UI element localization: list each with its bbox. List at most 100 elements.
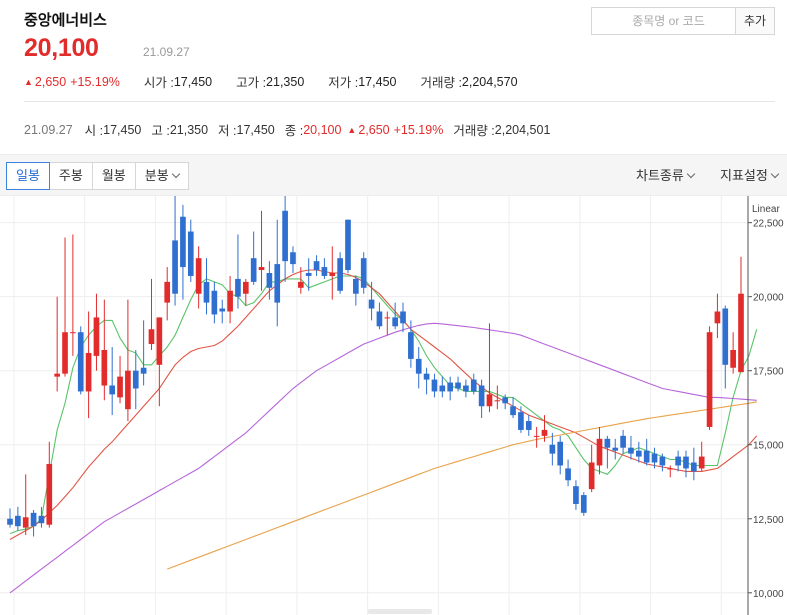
tab-minute[interactable]: 분봉 — [134, 162, 189, 190]
candle-body — [258, 267, 265, 271]
candle-body — [329, 272, 336, 276]
ma-line-ma120 — [167, 401, 757, 570]
tab-weekly[interactable]: 주봉 — [48, 162, 93, 190]
candle-body — [683, 456, 689, 469]
chart-scrollbar[interactable] — [368, 609, 432, 614]
candle-body — [93, 317, 100, 356]
candle-body — [290, 252, 296, 265]
candle-body — [164, 281, 171, 303]
summary-high: 21,350 — [169, 122, 209, 137]
candle-body — [463, 385, 469, 392]
ohlc-summary-row: 21.09.27 시 : 17,450 고 : 21,350 저 : 17,45… — [24, 120, 550, 139]
current-price: 20,100 — [24, 34, 99, 62]
candles — [7, 193, 744, 537]
search-input[interactable]: 종목명 or 코드 — [591, 7, 735, 35]
candle-body — [588, 462, 595, 490]
price-chart[interactable]: 10,000 12,500 15,000 17,500 20,000 22,500 Lin… — [0, 193, 787, 615]
candle-body — [730, 349, 736, 368]
candle-body — [667, 468, 674, 470]
candle-body — [533, 435, 540, 437]
candle-body — [580, 495, 587, 513]
candle-body — [620, 435, 626, 448]
tab-monthly[interactable]: 월봉 — [91, 162, 136, 190]
candle-body — [659, 456, 666, 466]
y-tick-label: 17,500 — [753, 367, 784, 378]
candle-body — [714, 311, 721, 324]
candle-body — [415, 358, 422, 374]
summary-low-label: 저 : — [218, 124, 237, 138]
divider — [24, 101, 775, 102]
change-percent: +15.19% — [70, 74, 120, 89]
candle-body — [455, 382, 461, 389]
candle-body — [470, 379, 477, 392]
summary-change: 2,650 — [358, 122, 390, 137]
candle-body — [46, 463, 53, 525]
candle-body — [423, 373, 430, 380]
candle-body — [541, 429, 548, 436]
candle-body — [368, 299, 375, 309]
candle-body — [384, 317, 391, 319]
indicator-settings-dropdown[interactable]: 지표설정 — [720, 165, 780, 184]
candle-body — [345, 219, 351, 271]
candle-body — [203, 281, 210, 303]
period-tabs: 일봉 주봉 월봉 분봉 — [6, 162, 189, 190]
volume-label: 거래량 : — [420, 76, 462, 90]
candle-body — [573, 486, 579, 504]
candle-body — [242, 281, 249, 294]
candle-body — [219, 308, 226, 312]
candle-body — [85, 352, 92, 392]
y-axis: 10,000 12,500 15,000 17,500 20,000 22,500 — [748, 219, 784, 600]
candle-body — [195, 258, 202, 294]
candle-body — [180, 216, 186, 268]
up-arrow-icon: ▲ — [24, 76, 33, 87]
candle-body — [235, 278, 241, 297]
candle-body — [518, 412, 524, 430]
candle-body — [172, 240, 178, 294]
summary-percent: +15.19% — [393, 122, 444, 137]
candle-body — [187, 231, 194, 276]
summary-up-arrow-icon: ▲ — [347, 124, 357, 135]
summary-open-label: 시 : — [84, 124, 104, 138]
candle-body — [408, 332, 414, 359]
summary-volume-label: 거래량 : — [453, 124, 495, 138]
chart-type-label: 차트종류 — [636, 168, 684, 183]
candle-body — [62, 332, 68, 374]
tab-daily[interactable]: 일봉 — [6, 162, 50, 190]
candle-body — [132, 370, 139, 389]
chart-type-dropdown[interactable]: 차트종류 — [636, 165, 696, 184]
chevron-down-icon — [770, 169, 780, 179]
candle-body — [274, 264, 281, 303]
candle-body — [722, 308, 729, 365]
candlestick-chart-svg[interactable]: 10,000 12,500 15,000 17,500 20,000 22,500 Lin… — [0, 193, 787, 615]
candle-body — [510, 406, 516, 416]
candle-body — [140, 367, 147, 374]
candle-body — [635, 450, 642, 457]
add-button[interactable]: 추가 — [735, 7, 775, 35]
candle-body — [392, 317, 398, 327]
summary-high-label: 고 : — [151, 124, 170, 138]
candle-body — [651, 453, 658, 463]
candle-body — [698, 456, 705, 469]
summary-close: 20,100 — [303, 122, 342, 137]
y-tick-label: 15,000 — [753, 441, 784, 452]
candle-body — [360, 258, 367, 288]
summary-volume: 2,204,501 — [494, 122, 551, 137]
candle-body — [447, 382, 454, 392]
chevron-down-icon — [686, 169, 696, 179]
ma-line-ma20 — [9, 269, 758, 540]
ma-line-ma60 — [9, 322, 757, 594]
candle-body — [557, 441, 564, 466]
candle-body — [77, 332, 84, 392]
candle-body — [400, 311, 406, 324]
candle-body — [297, 281, 304, 288]
candle-body — [478, 385, 485, 407]
candle-body — [691, 462, 697, 472]
candle-body — [54, 373, 60, 377]
chevron-down-icon — [171, 169, 180, 179]
candle-body — [70, 332, 76, 334]
candle-body — [494, 400, 501, 402]
candle-body — [502, 397, 509, 404]
price-date: 21.09.27 — [143, 45, 190, 59]
candle-body — [282, 210, 288, 262]
candle-body — [486, 394, 493, 407]
